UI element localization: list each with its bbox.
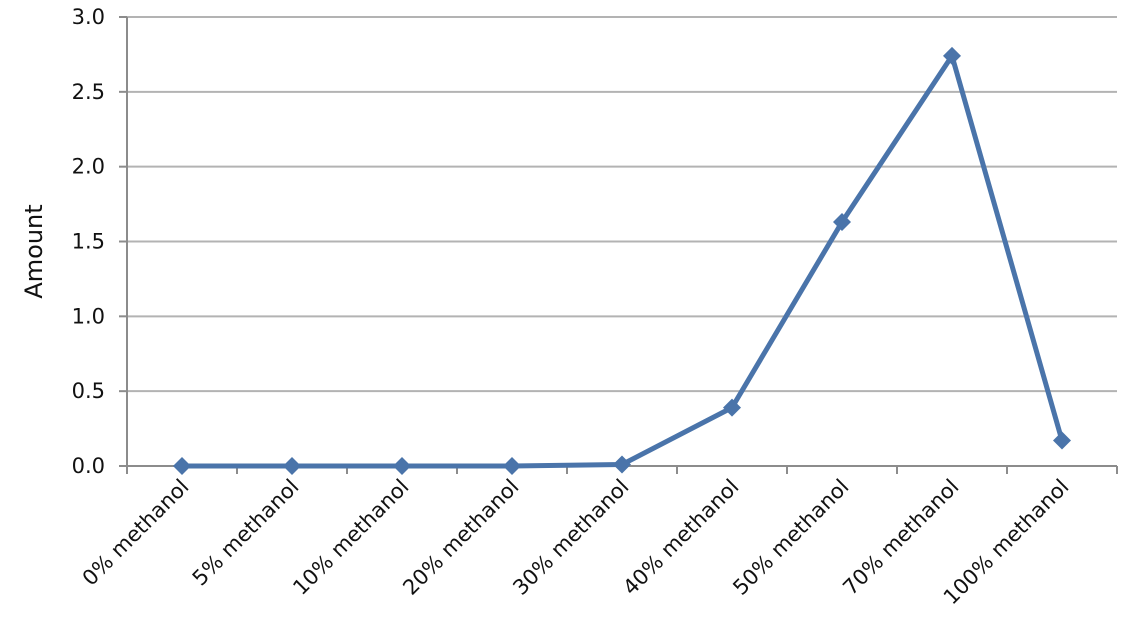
- data-point-marker: [173, 457, 191, 475]
- y-tick-label: 3.0: [72, 5, 105, 29]
- data-point-marker: [1053, 431, 1071, 450]
- data-point-marker: [283, 457, 301, 475]
- y-tick-label: 1.5: [72, 230, 105, 254]
- axes: [119, 16, 1118, 474]
- y-tick-label: 1.0: [72, 304, 105, 328]
- y-tick-label: 0.0: [72, 454, 105, 478]
- gridlines: [127, 16, 1117, 393]
- data-point-marker: [723, 398, 741, 417]
- series: [173, 46, 1071, 475]
- data-point-marker: [943, 46, 961, 65]
- y-tick-label: 0.5: [72, 379, 105, 403]
- data-point-marker: [613, 455, 631, 474]
- x-tick-label: 30% methanol: [508, 475, 633, 600]
- y-tick-labels: 0.0 0.5 1.0 1.5 2.0 2.5 3.0: [72, 5, 105, 478]
- x-tick-label: 40% methanol: [618, 475, 743, 600]
- data-point-marker: [393, 457, 411, 475]
- x-tick-label: 10% methanol: [288, 475, 413, 600]
- y-tick-label: 2.0: [72, 155, 105, 179]
- series-line: [182, 53, 1065, 469]
- x-tick-label: 70% methanol: [838, 475, 963, 600]
- data-point-marker: [833, 213, 851, 232]
- x-tick-label: 20% methanol: [398, 475, 523, 600]
- x-tick-label: 50% methanol: [728, 475, 853, 600]
- y-tick-label: 2.5: [72, 80, 105, 104]
- data-point-marker: [503, 457, 521, 475]
- x-tick-label: 0% methanol: [78, 475, 194, 591]
- x-tick-label: 5% methanol: [188, 475, 304, 591]
- y-axis-label: Amount: [20, 204, 48, 298]
